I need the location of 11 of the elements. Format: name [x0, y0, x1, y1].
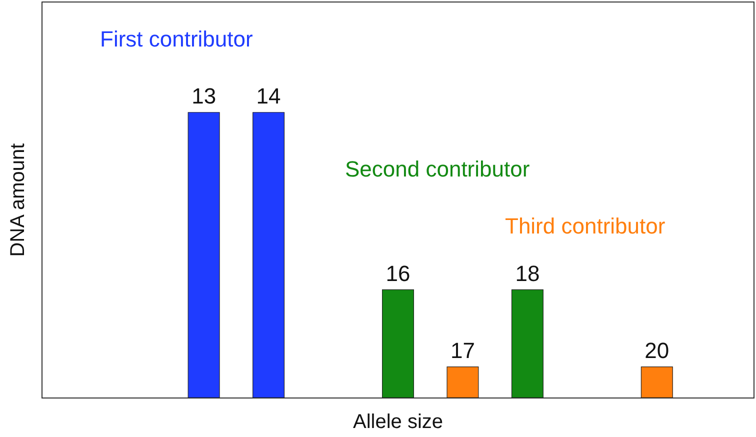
y-axis-title: DNA amount: [7, 142, 29, 257]
x-tick-label: 18: [515, 260, 540, 286]
text: First contributor: [100, 26, 253, 52]
x-tick-label: 20: [644, 338, 670, 364]
x-tick-label: 16: [386, 260, 410, 286]
x-tick-label: 14: [256, 84, 281, 109]
text: Second contributor: [345, 156, 530, 182]
x-axis-title: Allele size: [352, 411, 444, 433]
x-tick-label: 13: [192, 84, 216, 109]
text: Third contributor: [505, 214, 666, 238]
x-tick-label: 17: [450, 338, 475, 364]
